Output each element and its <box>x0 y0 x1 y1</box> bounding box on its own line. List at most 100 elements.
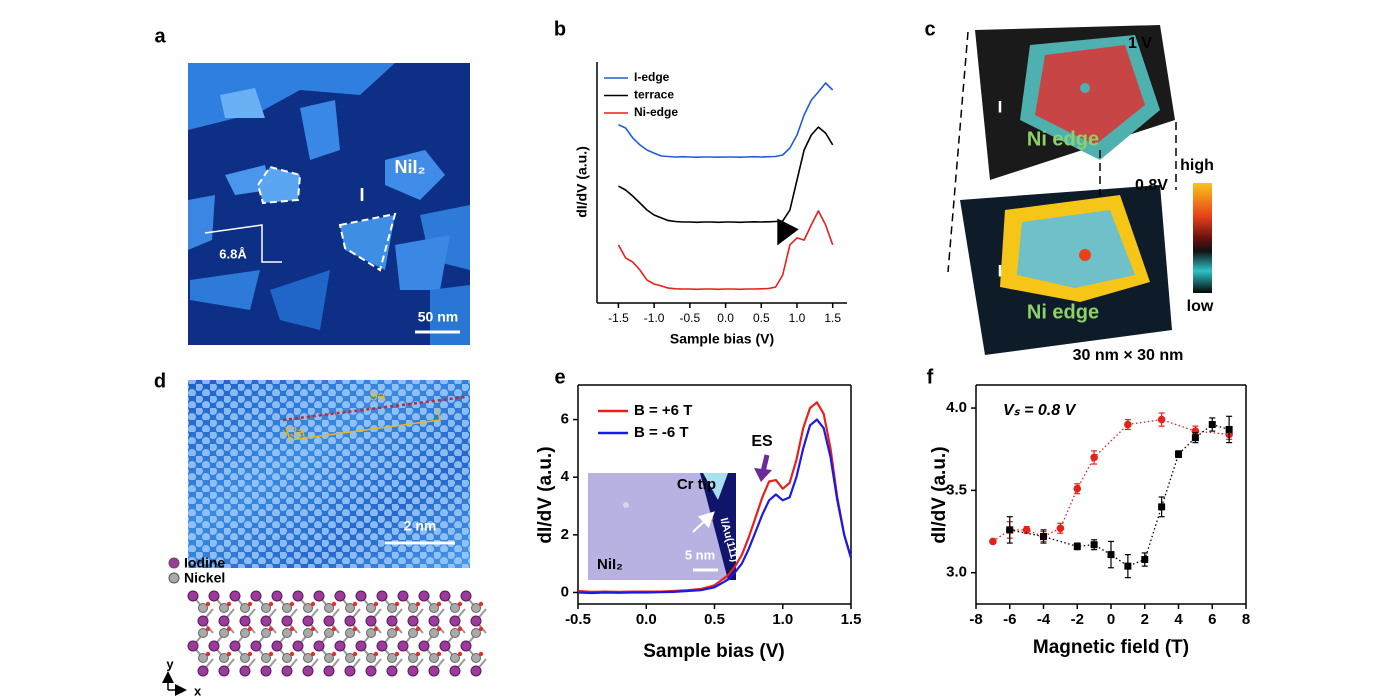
y-tick-label: 3.5 <box>946 481 967 498</box>
spin <box>289 601 295 607</box>
y-tick-label: 2 <box>561 526 569 543</box>
line <box>577 418 853 595</box>
nickel-atom <box>471 603 481 613</box>
spin <box>331 626 337 632</box>
spin <box>415 626 421 632</box>
spin <box>457 651 463 657</box>
nickel-atom <box>387 628 397 638</box>
spin <box>247 651 253 657</box>
spin <box>226 651 232 657</box>
x-tick-label: 1.0 <box>789 311 806 325</box>
spin <box>268 626 274 632</box>
shape <box>300 100 340 160</box>
nickel-atom <box>471 628 481 638</box>
marker <box>1073 484 1082 493</box>
spin <box>478 626 484 632</box>
nickel-atom <box>450 628 460 638</box>
spin <box>289 626 295 632</box>
nickel-atom <box>261 628 271 638</box>
iodine-atom <box>197 615 209 627</box>
marker <box>1208 421 1216 429</box>
legend-label: B = +6 T <box>634 402 692 419</box>
iodine-atom <box>397 640 409 652</box>
legend-marker <box>168 572 180 584</box>
stm-image-d <box>188 380 470 568</box>
shape <box>430 285 470 345</box>
spin <box>352 626 358 632</box>
iodine-atom <box>229 640 241 652</box>
spin <box>205 626 211 632</box>
x-tick-label: -8 <box>969 611 982 628</box>
spin <box>436 626 442 632</box>
iodine-atom <box>386 665 398 677</box>
spin <box>436 651 442 657</box>
nickel-atom <box>219 628 229 638</box>
legend-label: Ni-edge <box>634 105 678 119</box>
label: 6.8Å <box>219 246 247 261</box>
nickel-atom <box>324 603 334 613</box>
spin <box>310 601 316 607</box>
spin <box>415 651 421 657</box>
spin <box>436 601 442 607</box>
iodine-atom <box>229 590 241 602</box>
height-bracket <box>204 224 282 263</box>
iodine-atom <box>250 640 262 652</box>
nickel-atom <box>450 603 460 613</box>
iodine-atom <box>407 615 419 627</box>
x-tick-label: 0.5 <box>704 611 725 628</box>
marker <box>1158 503 1166 511</box>
y-axis-label: dI/dV (a.u.) <box>535 446 556 543</box>
shape <box>188 380 470 568</box>
iodine-atom <box>470 615 482 627</box>
annotation: Vₛ = 0.8 V <box>1003 402 1077 419</box>
stm-image-a <box>188 63 470 345</box>
spin <box>352 601 358 607</box>
shape <box>703 473 728 500</box>
iodine-atom <box>313 640 325 652</box>
iodine-atom <box>302 615 314 627</box>
line <box>618 82 834 158</box>
label: Ni edge <box>1027 301 1099 323</box>
label: 2 nm <box>404 518 437 534</box>
marker <box>1175 450 1182 458</box>
line <box>617 210 834 291</box>
iodine-atom <box>292 590 304 602</box>
shape <box>947 31 969 273</box>
iodine-atom <box>355 590 367 602</box>
y-tick-label: 6 <box>561 411 569 428</box>
nickel-atom <box>408 603 418 613</box>
iodine-atom <box>386 615 398 627</box>
x-tick-label: -6 <box>1003 611 1016 628</box>
spin <box>478 651 484 657</box>
marker <box>1124 420 1132 429</box>
shape <box>623 502 629 508</box>
x-tick-label: 4 <box>1174 611 1183 628</box>
spin <box>478 601 484 607</box>
nickel-atom <box>345 628 355 638</box>
inset-label: NiI₂ <box>597 556 623 573</box>
spin <box>394 651 400 657</box>
nickel-atom <box>450 653 460 663</box>
nickel-atom <box>303 628 313 638</box>
nickel-atom <box>324 653 334 663</box>
label: 1 V <box>1128 35 1152 52</box>
iodine-atom <box>260 615 272 627</box>
label: I <box>359 185 364 205</box>
inset-label: 5 nm <box>685 547 715 562</box>
iodine-atom <box>428 615 440 627</box>
iodine-atom <box>218 665 230 677</box>
nickel-atom <box>240 603 250 613</box>
x-tick-label: -2 <box>1071 611 1084 628</box>
x-tick-label: -1.5 <box>608 311 629 325</box>
label: high <box>1180 157 1214 174</box>
x-tick-label: 2 <box>1141 611 1149 628</box>
nickel-atom <box>471 653 481 663</box>
y-axis-label: dI/dV (a.u.) <box>929 446 950 543</box>
x-tick-label: -0.5 <box>680 311 701 325</box>
marker <box>1040 532 1047 540</box>
label: Ni edge <box>1027 128 1099 150</box>
marker <box>1073 542 1081 550</box>
shape <box>1035 45 1145 145</box>
iodine-atom <box>208 640 220 652</box>
